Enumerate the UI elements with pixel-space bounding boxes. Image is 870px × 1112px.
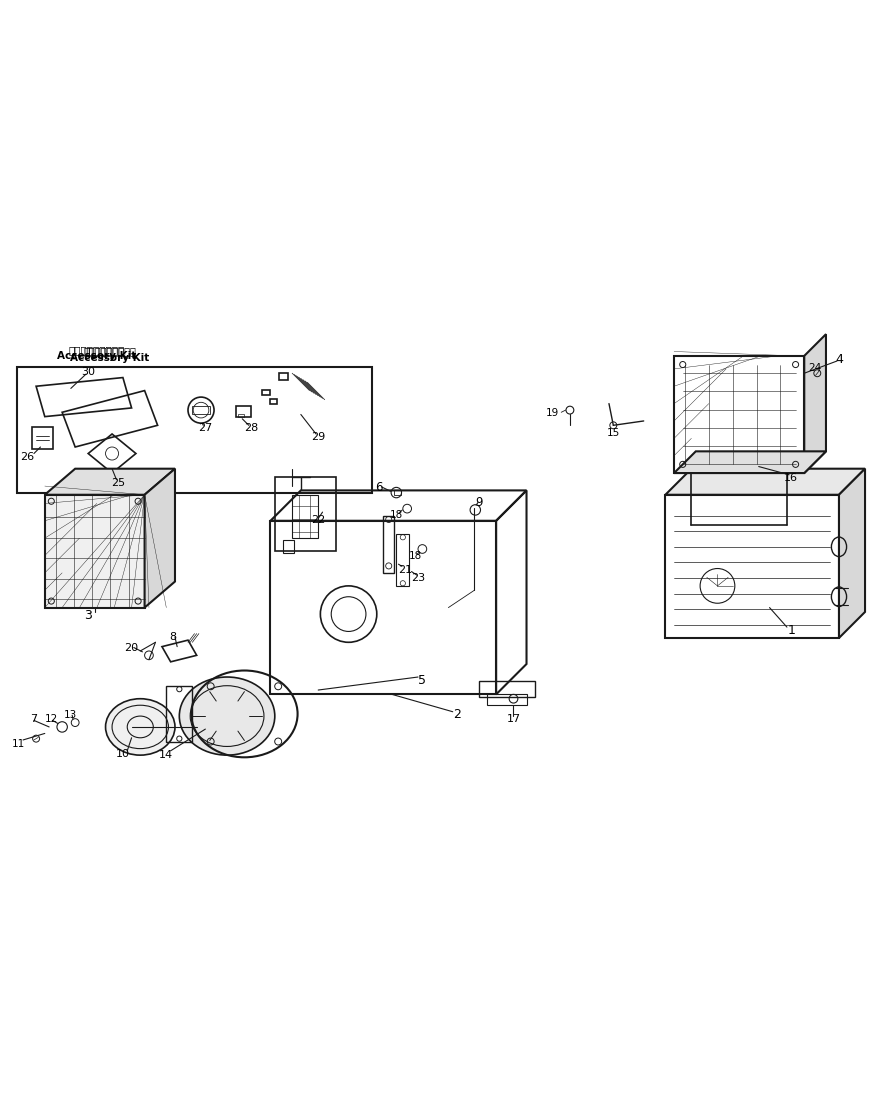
Text: 20: 20 [124, 642, 138, 652]
Bar [166, 686, 192, 743]
Text: 28: 28 [244, 423, 258, 433]
Bar [271, 522, 496, 695]
Text: 29: 29 [311, 431, 325, 441]
Text: 18: 18 [408, 552, 421, 560]
Bar [271, 399, 278, 405]
Bar [275, 478, 335, 552]
Text: 10: 10 [116, 748, 130, 758]
Polygon shape [673, 451, 826, 474]
Text: 13: 13 [64, 709, 77, 719]
Bar [292, 495, 318, 538]
Bar [192, 406, 210, 415]
Text: 21: 21 [398, 564, 412, 574]
Text: 17: 17 [506, 714, 520, 724]
Bar [383, 517, 394, 574]
Text: 7: 7 [30, 714, 37, 724]
Polygon shape [44, 495, 144, 608]
Text: 25: 25 [111, 477, 125, 487]
Bar [236, 406, 251, 417]
Polygon shape [144, 469, 175, 608]
Text: 11: 11 [12, 738, 25, 748]
Bar [279, 374, 288, 380]
Text: 18: 18 [390, 509, 403, 519]
Text: アクセサリーキット: アクセサリーキット [84, 346, 137, 356]
Polygon shape [665, 469, 864, 495]
Text: 22: 22 [311, 514, 325, 524]
Bar [284, 540, 294, 554]
Polygon shape [804, 335, 826, 474]
Text: 14: 14 [159, 749, 173, 759]
Text: 19: 19 [545, 408, 559, 418]
Bar [238, 415, 244, 418]
Polygon shape [44, 469, 175, 495]
Text: 27: 27 [198, 423, 212, 433]
Text: 24: 24 [807, 363, 821, 373]
Bar [479, 682, 535, 697]
Text: 30: 30 [81, 367, 95, 377]
Text: Accessory Kit: Accessory Kit [70, 353, 150, 363]
Text: 2: 2 [452, 707, 460, 721]
Ellipse shape [105, 699, 175, 755]
Bar [394, 492, 400, 495]
Bar [665, 495, 839, 638]
Text: 6: 6 [375, 480, 383, 493]
Text: 9: 9 [475, 495, 482, 508]
Ellipse shape [179, 677, 275, 755]
Text: 16: 16 [784, 473, 798, 483]
Bar [487, 695, 526, 706]
Polygon shape [839, 469, 864, 638]
Text: Accessory Kit: Accessory Kit [57, 351, 137, 361]
Text: 5: 5 [418, 673, 426, 686]
Bar [673, 357, 804, 474]
Text: 4: 4 [834, 353, 842, 365]
Text: 8: 8 [169, 632, 177, 642]
Bar [17, 367, 372, 493]
Text: 26: 26 [20, 451, 35, 461]
Text: 1: 1 [786, 623, 794, 636]
Text: アクセサリーキット: アクセサリーキット [69, 345, 125, 355]
Bar [262, 390, 270, 396]
Text: 12: 12 [44, 714, 58, 724]
Text: 3: 3 [84, 608, 92, 620]
Text: 15: 15 [606, 427, 619, 437]
Text: 23: 23 [411, 573, 425, 583]
Bar [396, 535, 409, 586]
